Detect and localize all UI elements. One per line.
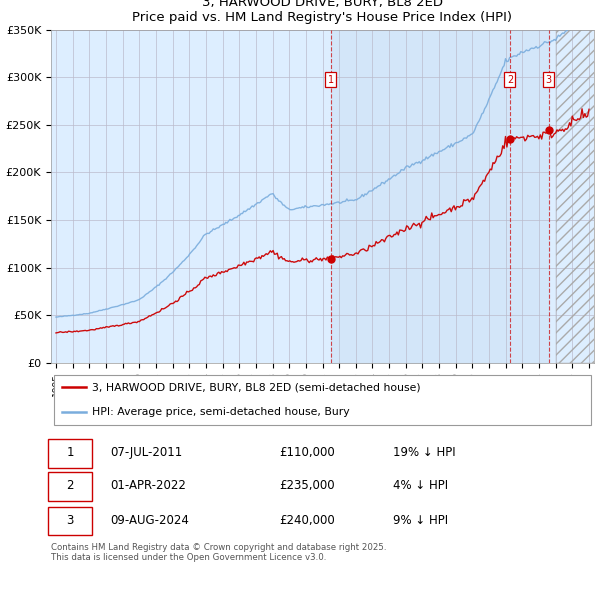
FancyBboxPatch shape — [48, 440, 92, 468]
FancyBboxPatch shape — [48, 472, 92, 500]
Title: 3, HARWOOD DRIVE, BURY, BL8 2ED
Price paid vs. HM Land Registry's House Price In: 3, HARWOOD DRIVE, BURY, BL8 2ED Price pa… — [133, 0, 512, 24]
Text: 09-AUG-2024: 09-AUG-2024 — [111, 514, 190, 527]
Text: 07-JUL-2011: 07-JUL-2011 — [111, 446, 183, 459]
FancyBboxPatch shape — [48, 507, 92, 536]
Text: Contains HM Land Registry data © Crown copyright and database right 2025.
This d: Contains HM Land Registry data © Crown c… — [51, 543, 386, 562]
Text: 4% ↓ HPI: 4% ↓ HPI — [393, 478, 448, 492]
Text: 1: 1 — [328, 74, 334, 84]
Text: £235,000: £235,000 — [279, 478, 335, 492]
Text: 2: 2 — [66, 478, 74, 492]
Text: 2: 2 — [507, 74, 513, 84]
FancyBboxPatch shape — [54, 375, 591, 425]
Text: £240,000: £240,000 — [279, 514, 335, 527]
Text: 9% ↓ HPI: 9% ↓ HPI — [393, 514, 448, 527]
Text: 3: 3 — [545, 74, 552, 84]
Text: HPI: Average price, semi-detached house, Bury: HPI: Average price, semi-detached house,… — [92, 407, 349, 417]
Text: 3: 3 — [67, 514, 74, 527]
Text: 1: 1 — [66, 446, 74, 459]
Text: £110,000: £110,000 — [279, 446, 335, 459]
Text: 19% ↓ HPI: 19% ↓ HPI — [393, 446, 456, 459]
Text: 01-APR-2022: 01-APR-2022 — [111, 478, 187, 492]
Text: 3, HARWOOD DRIVE, BURY, BL8 2ED (semi-detached house): 3, HARWOOD DRIVE, BURY, BL8 2ED (semi-de… — [92, 382, 421, 392]
